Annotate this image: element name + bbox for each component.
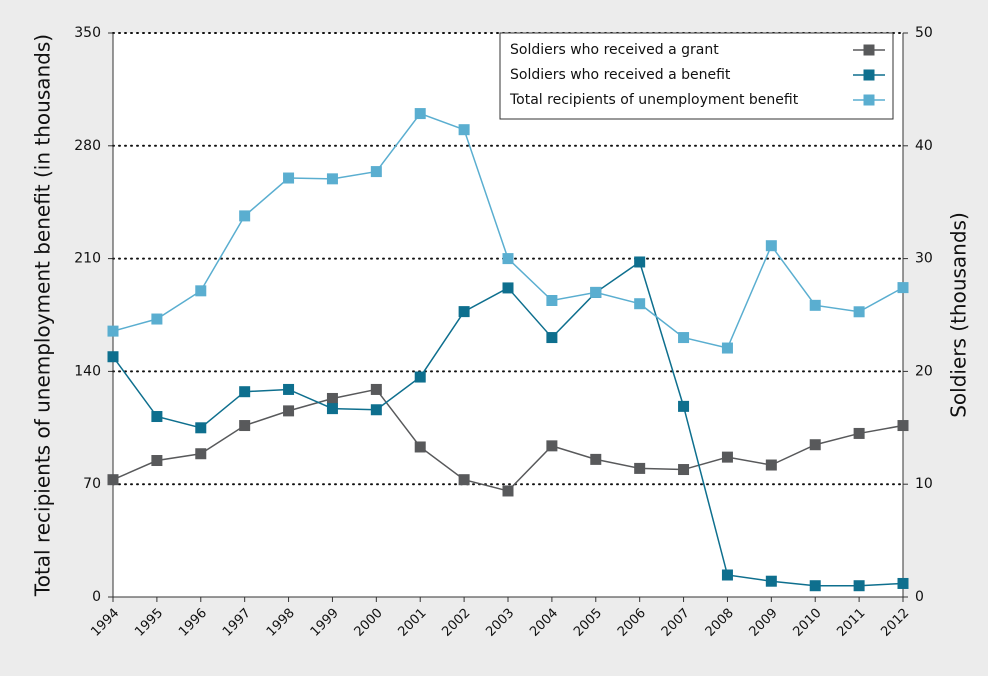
series-marker xyxy=(414,371,426,383)
legend-box xyxy=(499,32,894,120)
series-marker xyxy=(458,474,470,486)
series-marker xyxy=(239,210,251,222)
series-marker xyxy=(107,474,119,486)
legend-marker xyxy=(863,44,875,56)
y-tick-label: 350 xyxy=(74,25,101,41)
series-marker xyxy=(765,459,777,471)
series-marker xyxy=(107,325,119,337)
series-marker xyxy=(634,298,646,310)
series-marker xyxy=(370,383,382,395)
series-marker xyxy=(809,580,821,592)
series-marker xyxy=(151,455,163,467)
series-marker xyxy=(458,124,470,136)
series-marker xyxy=(326,173,338,185)
series-marker xyxy=(195,285,207,297)
y-tick-label: 140 xyxy=(74,363,101,379)
series-marker xyxy=(678,332,690,344)
series-marker xyxy=(414,108,426,120)
legend-label: Total recipients of unemployment benefit xyxy=(509,92,799,108)
series-marker xyxy=(458,306,470,318)
series-marker xyxy=(853,580,865,592)
series-marker xyxy=(721,569,733,581)
y-tick-label: 0 xyxy=(92,589,101,605)
series-marker xyxy=(809,299,821,311)
y-tick-label: 280 xyxy=(74,138,101,154)
series-marker xyxy=(897,577,909,589)
series-marker xyxy=(721,342,733,354)
series-marker xyxy=(809,439,821,451)
series-marker xyxy=(853,306,865,318)
series-marker xyxy=(853,427,865,439)
series-marker xyxy=(634,256,646,268)
series-marker xyxy=(195,422,207,434)
series-marker xyxy=(678,464,690,476)
y2-tick-label: 10 xyxy=(915,476,933,492)
series-marker xyxy=(195,448,207,460)
series-marker xyxy=(897,420,909,432)
y-tick-label: 70 xyxy=(83,476,101,492)
legend-label: Soldiers who received a grant xyxy=(510,42,719,58)
legend-marker xyxy=(863,69,875,81)
y2-tick-label: 50 xyxy=(915,25,933,41)
series-marker xyxy=(283,405,295,417)
series-marker xyxy=(897,282,909,294)
series-marker xyxy=(370,404,382,416)
plot-area xyxy=(113,33,903,597)
y2-tick-label: 20 xyxy=(915,363,933,379)
series-marker xyxy=(151,411,163,423)
series-marker xyxy=(107,351,119,363)
series-marker xyxy=(634,462,646,474)
series-marker xyxy=(546,332,558,344)
series-marker xyxy=(283,172,295,184)
series-marker xyxy=(370,166,382,178)
series-marker xyxy=(239,420,251,432)
legend-label: Soldiers who received a benefit xyxy=(510,67,731,83)
y2-tick-label: 0 xyxy=(915,589,924,605)
series-marker xyxy=(546,294,558,306)
series-marker xyxy=(326,392,338,404)
series-marker xyxy=(502,485,514,497)
series-marker xyxy=(326,403,338,415)
series-marker xyxy=(502,282,514,294)
y2-tick-label: 40 xyxy=(915,138,933,154)
series-marker xyxy=(546,440,558,452)
series-marker xyxy=(765,240,777,252)
series-marker xyxy=(678,400,690,412)
y2-tick-label: 30 xyxy=(915,251,933,267)
series-marker xyxy=(721,451,733,463)
y-tick-label: 210 xyxy=(74,251,101,267)
legend-marker xyxy=(863,94,875,106)
series-marker xyxy=(590,453,602,465)
series-marker xyxy=(502,253,514,265)
series-marker xyxy=(239,386,251,398)
series-marker xyxy=(283,383,295,395)
y2-axis-label: Soldiers (thousands) xyxy=(947,212,971,418)
series-marker xyxy=(765,575,777,587)
series-marker xyxy=(151,313,163,325)
y-axis-label: Total recipients of unemployment benefit… xyxy=(31,34,55,597)
series-marker xyxy=(590,286,602,298)
series-marker xyxy=(414,441,426,453)
